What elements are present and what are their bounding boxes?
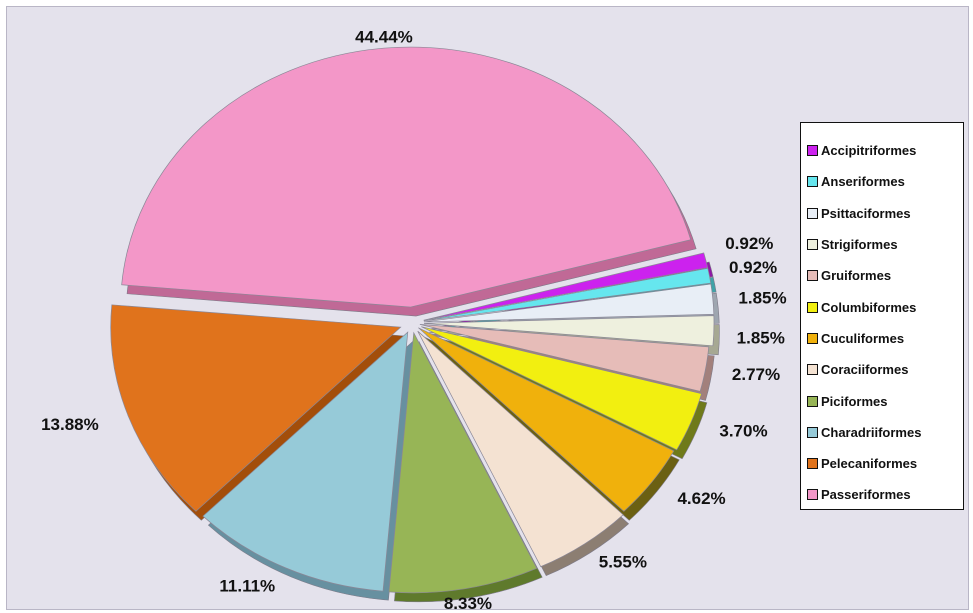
legend-label: Anseriformes — [821, 174, 905, 190]
legend-item-strigiformes: Strigiformes — [807, 229, 963, 260]
legend-swatch — [807, 239, 818, 251]
data-label-coraciiformes: 5.55% — [599, 553, 647, 572]
legend-swatch — [807, 145, 818, 157]
pie-chart: 0.92% 0.92% 1.85% 1.85% 2.77% 3.70% 4.62% 5.55%… — [41, 28, 787, 611]
legend-swatch — [807, 458, 818, 470]
legend-item-passeriformes: Passeriformes — [807, 479, 963, 510]
data-label-charadriiformes: 11.11% — [219, 577, 275, 596]
data-label-accipitriformes: 0.92% — [725, 234, 773, 253]
chart-area: 0.92% 0.92% 1.85% 1.85% 2.77% 3.70% 4.62% 5.55%… — [6, 6, 969, 611]
data-label-passeriformes: 44.44% — [355, 28, 413, 47]
legend-label: Cuculiformes — [821, 330, 905, 346]
slice-strigiformes — [423, 315, 715, 347]
legend-item-charadriiformes: Charadriiformes — [807, 417, 963, 448]
slice-pelecaniformes — [110, 304, 402, 512]
data-label-pelecaniformes: 13.88% — [41, 415, 99, 434]
legend-item-accipitriformes: Accipitriformes — [807, 135, 963, 166]
legend-item-pelecaniformes: Pelecaniformes — [807, 448, 963, 479]
data-label-cuculiformes: 4.62% — [677, 489, 725, 508]
legend-swatch — [807, 176, 818, 188]
legend-label: Piciformes — [821, 393, 888, 409]
data-label-strigiformes: 1.85% — [737, 329, 785, 348]
legend-label: Passeriformes — [821, 487, 911, 503]
slice-gruiformes — [419, 324, 710, 392]
legend-label: Gruiformes — [821, 268, 892, 284]
legend-item-gruiformes: Gruiformes — [807, 260, 963, 291]
legend-label: Strigiformes — [821, 237, 898, 253]
legend-swatch — [807, 426, 818, 438]
legend-item-columbiformes: Columbiformes — [807, 291, 963, 322]
legend-swatch — [807, 332, 818, 344]
slice-psittaciformes — [423, 283, 715, 323]
legend-swatch — [807, 301, 818, 313]
legend-label: Psittaciformes — [821, 205, 911, 221]
legend-label: Charadriiformes — [821, 424, 922, 440]
slice-accipitriformes — [423, 252, 709, 321]
legend-swatch — [807, 364, 818, 376]
legend: Accipitriformes Anseriformes Psittacifor… — [800, 122, 964, 510]
data-label-gruiformes: 2.77% — [732, 365, 780, 384]
data-label-piciformes: 8.33% — [444, 594, 492, 611]
legend-label: Accipitriformes — [821, 143, 917, 159]
legend-label: Pelecaniformes — [821, 456, 918, 472]
slice-columbiformes — [421, 326, 702, 451]
data-label-columbiformes: 3.70% — [719, 422, 767, 441]
slice-cuculiformes — [418, 327, 675, 512]
legend-label: Coraciiformes — [821, 362, 909, 378]
legend-item-piciformes: Piciformes — [807, 385, 963, 416]
slice-coraciiformes — [417, 330, 624, 568]
slice-anseriformes — [423, 267, 712, 322]
legend-item-coraciiformes: Coraciiformes — [807, 354, 963, 385]
legend-item-cuculiformes: Cuculiformes — [807, 323, 963, 354]
slice-piciformes — [388, 331, 538, 594]
legend-item-psittaciformes: Psittaciformes — [807, 198, 963, 229]
slice-charadriiformes — [202, 331, 409, 592]
data-label-anseriformes: 0.92% — [729, 258, 777, 277]
legend-swatch — [807, 489, 818, 501]
legend-swatch — [807, 270, 818, 282]
legend-item-anseriformes: Anseriformes — [807, 166, 963, 197]
legend-label: Columbiformes — [821, 299, 917, 315]
legend-swatch — [807, 207, 818, 219]
legend-swatch — [807, 395, 818, 407]
slice-passeriformes — [121, 46, 692, 308]
data-label-psittaciformes: 1.85% — [738, 289, 786, 308]
